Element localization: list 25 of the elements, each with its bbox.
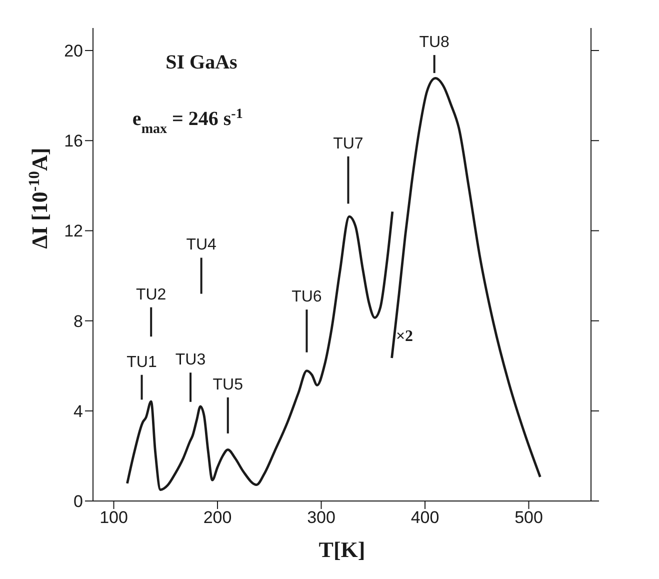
x-tick-label: 100 (100, 508, 128, 528)
annotation: TU8 (419, 34, 450, 52)
y-tick-label: 20 (64, 42, 83, 61)
x-tick-label: 500 (514, 508, 543, 528)
annotation: ×2 (396, 328, 414, 346)
line-series (390, 77, 542, 478)
annotation: TU3 (175, 352, 206, 369)
annotation: e$_{max}$ = 246 s$^{-1}$ (132, 106, 243, 136)
annotation: TU4 (186, 236, 217, 254)
x-tick-label: 200 (203, 508, 232, 528)
annotation: TU6 (292, 288, 322, 306)
annotation: TU7 (333, 135, 364, 152)
y-tick-label: 4 (74, 402, 83, 421)
y-tick-label: 8 (74, 312, 83, 331)
line-series (126, 210, 394, 491)
annotation: TU5 (212, 376, 244, 394)
x-axis-title: T[K] (318, 537, 366, 562)
annotation: TU1 (126, 354, 157, 371)
x-tick-label: 400 (410, 508, 440, 528)
y-tick-label: 12 (64, 222, 83, 241)
y-tick-label: 16 (64, 132, 83, 151)
annotation: TU2 (136, 286, 166, 304)
y-tick-label: 0 (74, 492, 83, 512)
x-tick-label: 300 (307, 508, 336, 528)
annotation: SI GaAs (166, 52, 238, 74)
